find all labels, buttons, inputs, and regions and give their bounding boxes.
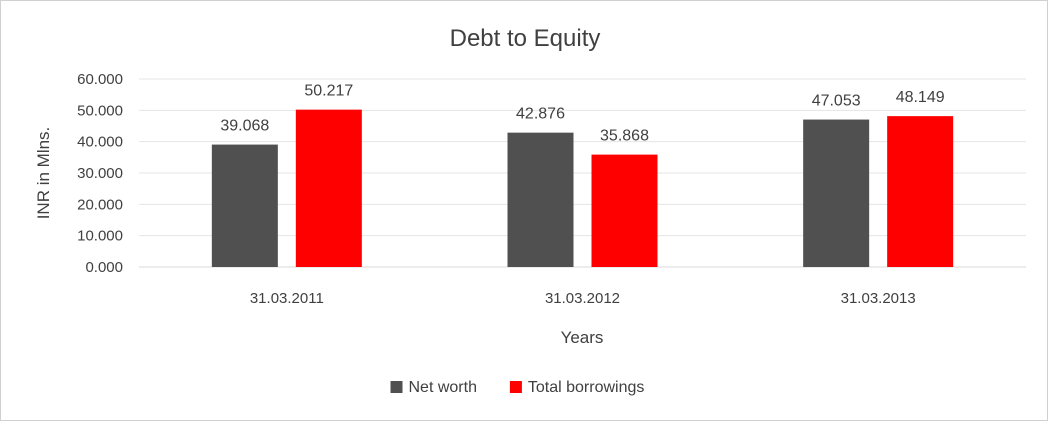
legend: Net worth Total borrowings [390, 379, 645, 396]
y-tick-label: 10.000 [77, 228, 123, 245]
y-tick-label: 40.000 [77, 134, 123, 151]
y-tick-label: 60.000 [77, 71, 123, 88]
legend-swatch [509, 381, 522, 393]
bars [211, 109, 954, 268]
data-label: 50.217 [304, 83, 353, 100]
x-tick-label: 31.03.2013 [841, 290, 916, 307]
y-tick-label: 30.000 [77, 165, 123, 182]
data-labels: 39.068 50.217 42.876 35.868 47.053 48.149 [220, 83, 944, 145]
bar [887, 116, 954, 267]
bar [295, 109, 362, 267]
y-axis-ticks: 0.000 10.000 20.000 30.000 40.000 50.000 60.00… [77, 71, 123, 276]
data-label: 48.149 [896, 89, 945, 106]
y-axis-title: INR in Mlns. [34, 127, 53, 220]
x-axis-ticks: 31.03.2011 31.03.2012 31.03.2013 [250, 290, 916, 307]
legend-label: Total borrowings [528, 379, 645, 396]
bar [211, 144, 278, 267]
x-tick-label: 31.03.2012 [545, 290, 620, 307]
data-label: 35.868 [600, 128, 649, 145]
legend-label: Net worth [409, 379, 477, 396]
bar [591, 154, 658, 267]
gridlines [139, 78, 1026, 268]
data-label: 39.068 [220, 118, 269, 135]
y-tick-label: 20.000 [77, 196, 123, 213]
data-label: 42.876 [516, 106, 565, 123]
x-axis-title: Years [561, 328, 604, 347]
bar [507, 132, 574, 267]
x-tick-label: 31.03.2011 [250, 290, 324, 307]
chart-title: Debt to Equity [450, 25, 601, 52]
y-tick-label: 50.000 [77, 102, 123, 119]
bar [803, 119, 870, 268]
y-tick-label: 0.000 [85, 259, 123, 276]
data-label: 47.053 [812, 93, 861, 110]
legend-swatch [390, 381, 403, 393]
